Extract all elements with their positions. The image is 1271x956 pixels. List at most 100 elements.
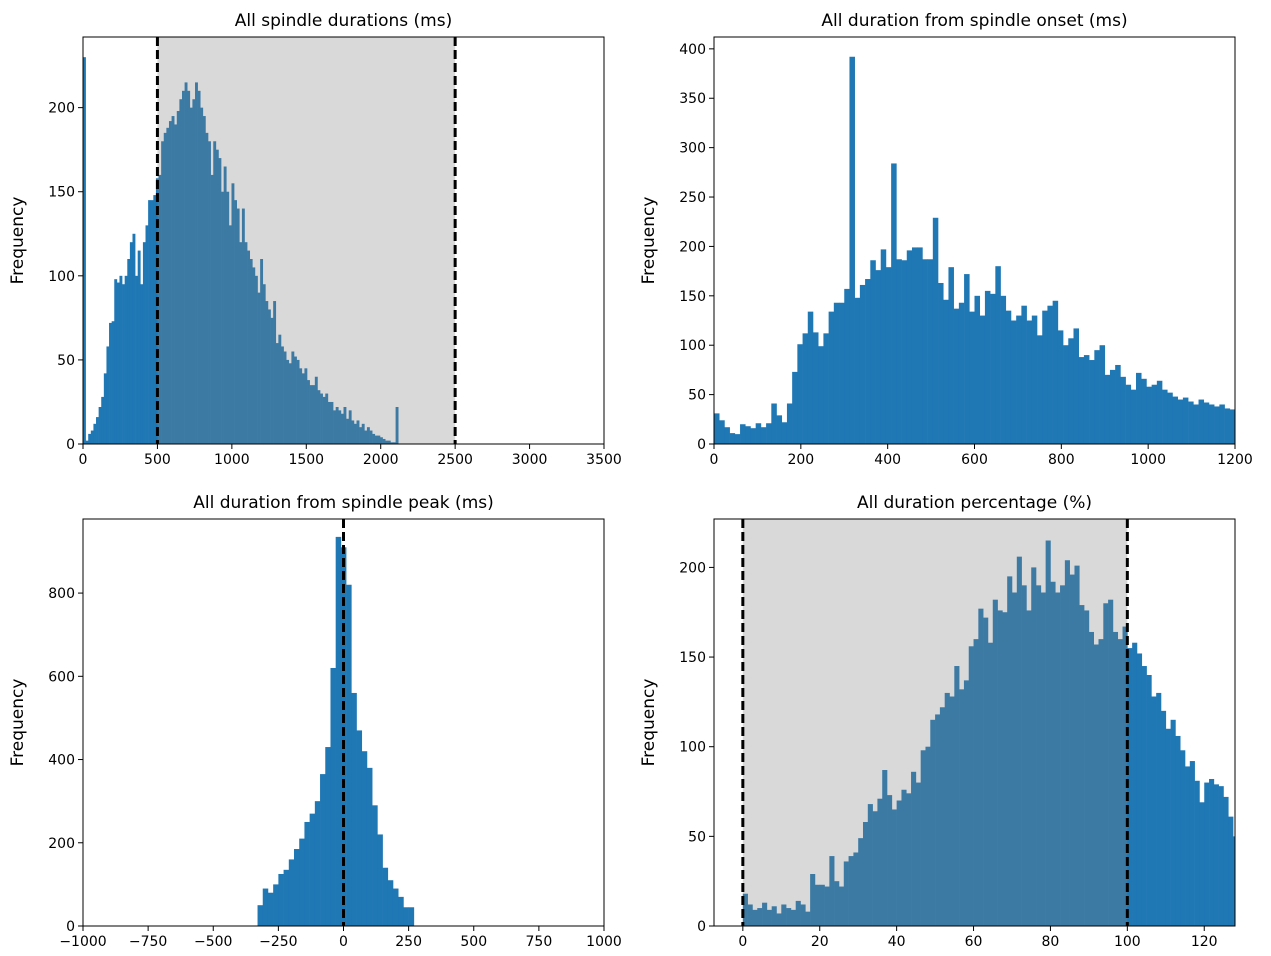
histogram-bar <box>359 427 363 444</box>
histogram-bar <box>1122 626 1128 926</box>
x-tick-label: 20 <box>811 934 829 950</box>
histogram-bar <box>906 250 913 444</box>
histogram-bar <box>745 426 751 444</box>
histogram-bar <box>1141 378 1147 444</box>
histogram-bar <box>312 385 316 444</box>
y-tick-label: 600 <box>48 669 75 685</box>
histogram-bar <box>1172 396 1178 444</box>
histogram-bar <box>231 183 235 444</box>
histogram-bar <box>1193 404 1199 444</box>
x-tick-label: 0 <box>710 452 719 468</box>
histogram-bar <box>1000 295 1007 444</box>
histogram-bar <box>366 767 373 926</box>
histogram-bar <box>1208 404 1215 444</box>
histogram-bar <box>1083 355 1090 444</box>
y-tick-label: 0 <box>697 437 706 453</box>
y-tick-label: 400 <box>48 753 75 769</box>
histogram-bar <box>838 886 845 926</box>
y-axis-label: Frequency <box>8 197 28 285</box>
histogram-bar <box>1115 364 1121 444</box>
panel-spindle-durations: 0 500 1000 1500 2000 2500 3000 3500 0 50 100 150 200… <box>8 11 622 468</box>
histogram-bar <box>96 417 99 444</box>
histogram-bar <box>223 166 227 444</box>
histogram-bar <box>257 905 264 926</box>
histogram-bar <box>870 260 876 444</box>
histogram-bar <box>997 610 1003 926</box>
histogram-bar <box>372 433 376 444</box>
histogram-bar <box>322 396 326 444</box>
histogram-bar <box>1182 397 1189 444</box>
histogram-bar <box>1036 585 1042 926</box>
histogram-bar <box>262 284 266 444</box>
y-axis-label: Frequency <box>8 679 28 767</box>
histogram-bar <box>307 380 310 444</box>
histogram-bar <box>1132 642 1138 926</box>
histogram-bar <box>983 617 989 926</box>
histogram-bar <box>1213 784 1219 926</box>
histogram-bar <box>917 247 923 444</box>
histogram-bar <box>387 880 394 926</box>
histogram-bar <box>1120 376 1126 444</box>
x-tick-label: 1500 <box>288 452 324 468</box>
histogram-bar <box>228 225 232 444</box>
histogram-bar <box>805 911 811 926</box>
y-tick-label: 0 <box>66 437 75 453</box>
histogram-bar <box>1185 766 1191 926</box>
histogram-bar <box>353 423 357 444</box>
histogram-bar <box>278 334 282 444</box>
x-tick-label: 1000 <box>1130 452 1166 468</box>
histogram-bar <box>1011 592 1018 926</box>
histogram-bar <box>1136 653 1143 926</box>
histogram-bar <box>872 811 878 926</box>
x-tick-label: 400 <box>874 452 901 468</box>
histogram-bar <box>1238 827 1243 926</box>
histogram-bar <box>294 356 297 444</box>
histogram-bar <box>891 163 897 444</box>
histogram-bar <box>1180 750 1186 926</box>
y-tick-label: 400 <box>679 42 706 58</box>
histogram-bar <box>1162 389 1168 444</box>
histogram-bar <box>288 859 295 926</box>
histogram-bar <box>930 719 936 926</box>
histogram-bar <box>1052 300 1059 444</box>
histogram-bar <box>122 284 125 444</box>
x-tick-label: −500 <box>194 934 232 950</box>
histogram-bar <box>200 107 204 444</box>
histogram-bar <box>1098 639 1104 926</box>
histogram-bar <box>812 332 819 444</box>
histogram-bar <box>1247 833 1252 926</box>
histogram-bar <box>234 200 237 444</box>
histogram-bar <box>1021 305 1027 444</box>
histogram-bar <box>901 789 907 926</box>
histogram-bar <box>915 782 921 926</box>
histogram-bar <box>1262 854 1267 926</box>
histogram-bar <box>346 584 352 926</box>
histogram-bar <box>987 642 994 926</box>
histogram-bar <box>247 250 251 444</box>
histogram-bar <box>844 288 850 444</box>
histogram-bar <box>973 639 979 926</box>
chart-title: All spindle durations (ms) <box>235 11 452 31</box>
histogram-bar <box>792 371 798 444</box>
histogram-bar <box>1214 406 1220 444</box>
y-tick-label: 150 <box>679 289 706 305</box>
histogram-bar <box>1108 599 1114 926</box>
histogram-bar <box>734 434 741 444</box>
histogram-bar <box>833 302 840 444</box>
histogram-bar <box>1151 696 1157 926</box>
histogram-bar <box>818 346 824 444</box>
histogram-bar <box>88 433 92 444</box>
histogram-bar <box>90 430 94 444</box>
histogram-bar <box>953 308 960 444</box>
histogram-bar <box>385 440 389 444</box>
histogram-bar <box>314 801 321 926</box>
histogram-bar <box>267 309 271 444</box>
histogram-bar <box>807 311 814 444</box>
histogram-bar <box>891 809 897 926</box>
histogram-bar <box>356 730 363 926</box>
x-tick-label: 0 <box>339 934 348 950</box>
histogram-bar <box>1103 603 1109 926</box>
x-tick-label: 60 <box>965 934 983 950</box>
histogram-bar <box>1229 409 1235 444</box>
histogram-bar <box>1130 389 1137 444</box>
